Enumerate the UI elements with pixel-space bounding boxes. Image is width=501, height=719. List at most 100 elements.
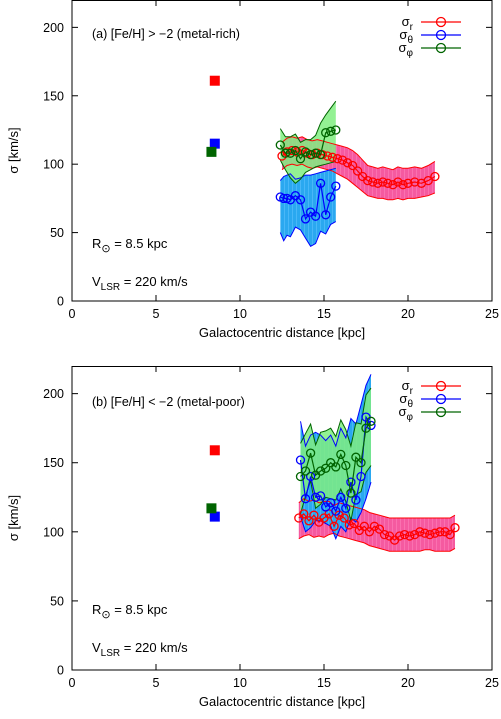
panel-b-sigma-r-point	[410, 529, 420, 540]
panel-a-x-tick-label: 5	[153, 307, 160, 321]
panel-b-sigma-r-point	[364, 527, 375, 537]
panel-a-y-tick-label: 200	[43, 21, 64, 35]
panel-b-legend-sigma-theta-label: σθ	[399, 391, 413, 410]
panel-a-vlsr-label: VLSR = 220 km/s	[92, 274, 188, 293]
panel-b-x-tick-label: 5	[153, 676, 160, 690]
panel-b-solar-sigma-theta-marker	[209, 511, 220, 522]
panel-a-sigma-r-point	[332, 154, 343, 164]
panel-b-sigma-r-point	[445, 529, 455, 540]
panel-b-sigma-phi-band	[300, 388, 371, 521]
panel-b-sigma-r-point	[299, 509, 309, 519]
panel-b-sigma-r-band-lower	[298, 532, 456, 552]
panel-b-sigma-r-point	[329, 521, 339, 531]
panel-a-sigma-r-point	[398, 180, 408, 190]
panel-b-sigma-phi-point	[341, 460, 351, 471]
panel-b-sigma-r-point	[399, 529, 410, 540]
panel-a-y-tick-label: 150	[43, 89, 64, 103]
panel-a-sigma-phi-point	[331, 125, 341, 135]
panel-b-sigma-phi-point	[321, 463, 331, 473]
panel-b-sigma-r-point	[430, 528, 440, 538]
panel-a-sigma-theta-band-lower	[279, 221, 337, 247]
panel-b-sigma-phi-band-lower	[300, 465, 372, 521]
panel-b-sigma-theta-line	[299, 415, 372, 513]
panel-b-sigma-theta-point	[326, 498, 336, 508]
panel-b-legend-sigma-theta-marker	[435, 393, 447, 405]
panel-b-sigma-theta-point	[300, 494, 311, 504]
panel-a-sigma-r-point	[373, 178, 383, 188]
panel-b-legend-sigma-phi-label: σφ	[398, 404, 413, 423]
panel-a-sigma-r-band-lower	[281, 163, 436, 201]
panel-b-sigma-phi-point	[295, 471, 306, 482]
panel-b-sigma-phi-point	[300, 466, 311, 476]
panel-a-sigma-theta-point	[326, 192, 336, 202]
panel-b-sigma-theta-point	[331, 506, 341, 516]
panel-b-sigma-r-point	[344, 520, 354, 530]
panel-b-title-label: (b) [Fe/H] < −2 (metal-poor)	[92, 395, 245, 409]
panel-b-y-tick-label: 0	[57, 664, 64, 678]
panel-a-solar-sigma-phi-marker	[206, 146, 217, 157]
panel-b-plot-frame	[71, 366, 493, 671]
panel-a-sigma-theta-point	[315, 178, 326, 188]
panel-a-sigma-r-point	[403, 178, 413, 188]
panel-b-sigma-r-point	[415, 527, 425, 537]
panel-a-y-axis-label: σ [km/s]	[6, 127, 21, 173]
panel-a-sigma-phi-point	[300, 147, 311, 157]
panel-a-sigma-phi-point	[290, 145, 301, 156]
panel-b-x-axis-label: Galactocentric distance [kpc]	[199, 694, 365, 709]
panel-a-sigma-r-point	[327, 152, 338, 162]
panel-b-x-tick-label: 10	[233, 676, 247, 690]
panel-a-sigma-phi-point	[321, 128, 331, 138]
panel-a-sigma-r-point	[368, 177, 378, 187]
panel-a-legend-sigma-r-label: σr	[402, 14, 414, 33]
panel-b-sigma-phi-point	[305, 448, 316, 458]
panel-b-sigma-theta-point	[305, 471, 316, 482]
panel-b-sigma-r-point	[349, 518, 359, 529]
panel-a-sigma-theta-point	[321, 210, 331, 220]
panel-b-solar-sigma-phi-marker	[206, 503, 217, 514]
panel-b-x-tick-label: 15	[317, 676, 331, 690]
panel-b-vlsr-label: VLSR = 220 km/s	[92, 640, 188, 659]
panel-a-sigma-theta-point	[295, 195, 306, 205]
panel-b-sigma-phi-point	[315, 466, 326, 476]
panel-b-sigma-r-point	[440, 527, 450, 537]
panel-b-sigma-r-point	[309, 510, 319, 520]
panel-b-x-tick-label: 20	[401, 676, 415, 690]
panel-a-sigma-phi-point	[275, 140, 285, 150]
panel-b-x-tick-label: 0	[69, 676, 76, 690]
panel-b-sigma-phi-band-upper	[300, 387, 372, 449]
panel-a-sigma-phi-point	[305, 149, 316, 160]
panel-a-legend-sigma-theta-label: σθ	[399, 27, 413, 46]
panel-b-x-tick-label: 25	[485, 676, 499, 690]
panel-b-sigma-theta-point	[315, 491, 326, 501]
panel-a-sigma-theta-point	[310, 211, 321, 221]
panel-b-sigma-r-point	[359, 521, 369, 531]
panel-a-sigma-phi-point	[280, 148, 291, 158]
panel-a-sigma-theta-point	[331, 181, 341, 191]
panel-a-metal-rich: 0 5 10 15 20 25 0 50 100 150 200 Galactocentric dis…	[6, 0, 499, 340]
panel-b-y-tick-label: 50	[50, 594, 64, 608]
panel-b-y-axis-label: σ [km/s]	[6, 495, 21, 541]
panel-a-y-tick-label: 50	[50, 226, 64, 240]
panel-a-x-tick-label: 25	[485, 307, 499, 321]
panel-a-sigma-r-point	[410, 177, 420, 187]
panel-b-y-tick-label: 200	[43, 387, 64, 401]
panel-b-sigma-r-point	[450, 523, 460, 533]
panel-a-sigma-phi-point	[285, 148, 296, 158]
panel-a-sigma-theta-point	[279, 193, 289, 204]
panel-b-sigma-r-point	[374, 524, 385, 534]
panel-a-x-tick-label: 10	[233, 307, 247, 321]
panel-b-sigma-r-point	[394, 531, 405, 541]
panel-b-sigma-phi-point	[351, 452, 361, 462]
panel-a-sigma-theta-band-upper	[279, 167, 336, 181]
panel-b-sigma-r-point	[369, 521, 380, 531]
panel-b-sigma-theta-band-lower	[300, 481, 372, 541]
panel-a-sigma-theta-point	[300, 214, 311, 224]
panel-a-sigma-r-point	[342, 158, 353, 168]
panel-a-title-label: (a) [Fe/H] > −2 (metal-rich)	[92, 27, 240, 41]
panel-a-sigma-r-point	[352, 166, 363, 176]
panel-b-sigma-r-point	[405, 531, 415, 541]
panel-b-sigma-phi-point	[331, 462, 341, 472]
panel-b-sigma-r-point	[425, 529, 435, 540]
panel-b-sigma-r-point	[304, 516, 314, 526]
